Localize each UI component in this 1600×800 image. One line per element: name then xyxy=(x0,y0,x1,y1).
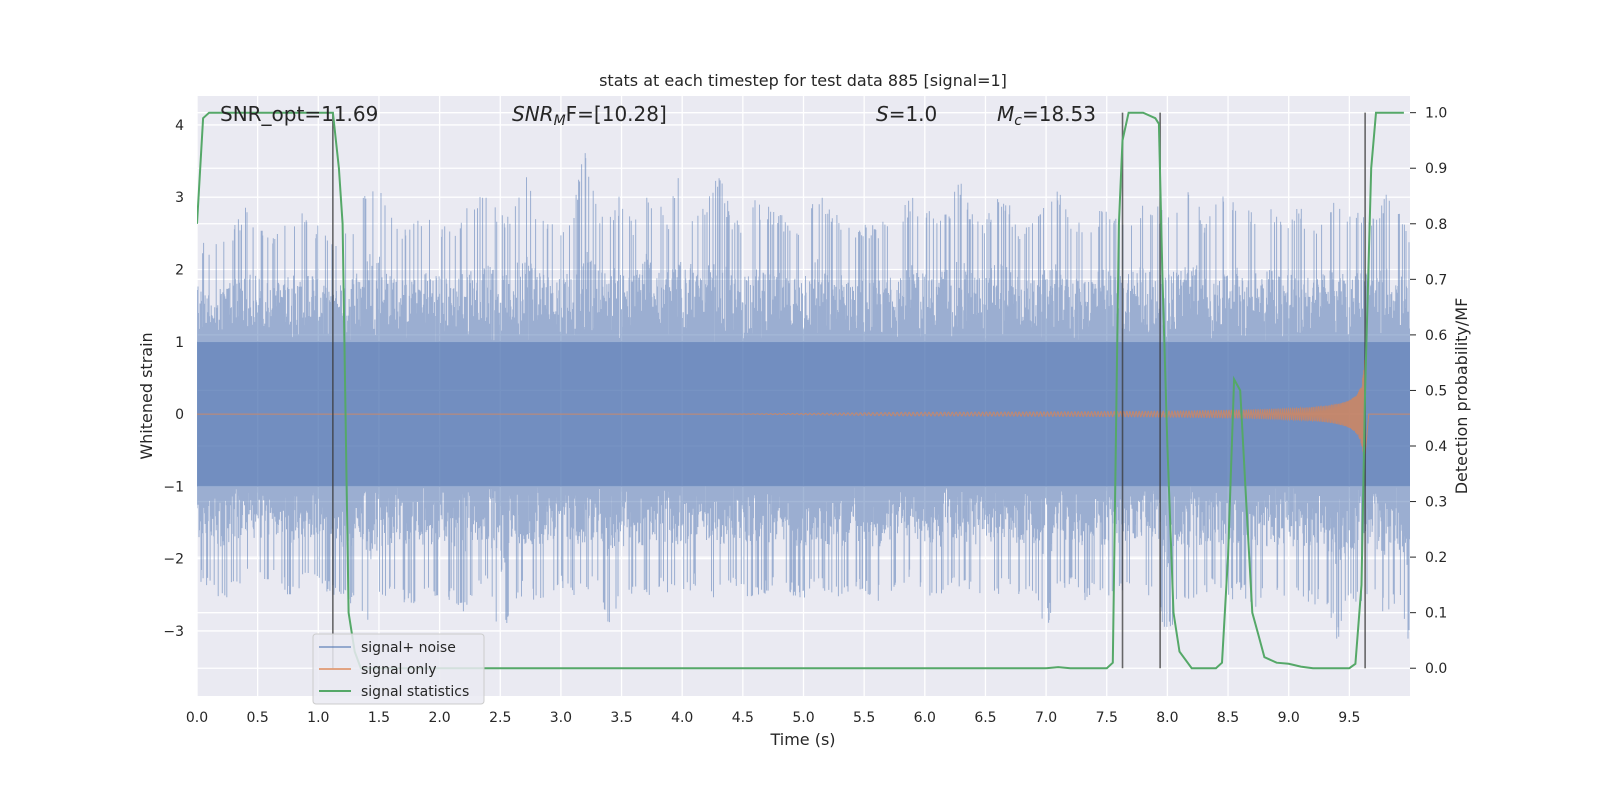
x-tick-label: 2.0 xyxy=(428,710,450,726)
mc-val: =18.53 xyxy=(1022,102,1096,126)
y-tick-label: −2 xyxy=(163,552,184,568)
legend-label-signal: signal only xyxy=(361,662,436,678)
chart-title: stats at each timestep for test data 885… xyxy=(599,71,1007,90)
y2-tick-label: 0.8 xyxy=(1425,217,1447,233)
x-tick-label: 1.5 xyxy=(368,710,390,726)
x-tick-label: 7.0 xyxy=(1035,710,1057,726)
y2-tick-label: 0.3 xyxy=(1425,495,1447,511)
y2-axis-ticks: 1.0 0.9 0.8 0.7 0.6 0.5 0.4 0.3 0.2 0.1 0.0 xyxy=(1410,106,1447,677)
y2-tick-label: 0.5 xyxy=(1425,383,1447,399)
y-tick-label: 2 xyxy=(175,262,184,278)
snr-mf-base: SNR xyxy=(512,102,554,126)
s-val: =1.0 xyxy=(889,102,938,126)
y-tick-label: 0 xyxy=(175,407,184,423)
x-tick-label: 4.0 xyxy=(671,710,693,726)
x-tick-label: 8.0 xyxy=(1156,710,1178,726)
y-axis-label: Whitened strain xyxy=(137,332,156,459)
snr-mf-tail: F=[10.28] xyxy=(566,102,667,126)
s-sym: S xyxy=(876,102,889,126)
y2-tick-label: 0.4 xyxy=(1425,439,1447,455)
y2-tick-label: 0.2 xyxy=(1425,550,1447,566)
x-tick-label: 6.5 xyxy=(974,710,996,726)
series-signal-only xyxy=(197,360,1410,458)
x-tick-label: 0.0 xyxy=(186,710,208,726)
series-signal-statistics xyxy=(197,111,1404,670)
x-tick-label: 3.0 xyxy=(550,710,572,726)
y-tick-label: −1 xyxy=(163,479,184,495)
y2-axis-label: Detection probability/MF xyxy=(1452,298,1471,495)
x-tick-label: 8.5 xyxy=(1217,710,1239,726)
x-tick-label: 9.0 xyxy=(1278,710,1300,726)
signal-trace xyxy=(197,360,1410,458)
y2-tick-label: 1.0 xyxy=(1425,106,1447,122)
y2-tick-label: 0.0 xyxy=(1425,661,1447,677)
y-axis-ticks: 4 3 2 1 0 −1 −2 −3 xyxy=(163,118,184,640)
annotation-snr-mf: SNRMF=[10.28] xyxy=(512,102,667,129)
x-tick-label: 3.5 xyxy=(610,710,632,726)
x-tick-label: 9.5 xyxy=(1338,710,1360,726)
legend-label-stats: signal statistics xyxy=(361,684,469,700)
mc-sym: M xyxy=(997,102,1014,126)
x-tick-label: 5.5 xyxy=(853,710,875,726)
y-tick-label: −3 xyxy=(163,624,184,640)
x-axis-label: Time (s) xyxy=(769,730,835,749)
y2-tick-label: 0.1 xyxy=(1425,606,1447,622)
annotation-s: S=1.0 xyxy=(876,102,937,126)
x-tick-label: 0.5 xyxy=(247,710,269,726)
y-tick-label: 3 xyxy=(175,190,184,206)
legend-box xyxy=(312,633,485,705)
x-tick-label: 2.5 xyxy=(489,710,511,726)
noise-trace xyxy=(197,153,1410,639)
x-axis-ticks: 0.0 0.5 1.0 1.5 2.0 2.5 3.0 3.5 4.0 4.5 5.0 5.5 6.0 6… xyxy=(186,710,1361,726)
mc-sub: c xyxy=(1014,113,1022,129)
x-tick-label: 6.0 xyxy=(914,710,936,726)
y2-tick-label: 0.9 xyxy=(1425,161,1447,177)
y-tick-label: 4 xyxy=(175,118,184,134)
snr-mf-sub: M xyxy=(554,113,566,129)
x-tick-label: 5.0 xyxy=(792,710,814,726)
legend-label-noise: signal+ noise xyxy=(361,640,456,656)
annotation-mc: Mc=18.53 xyxy=(997,102,1096,129)
y2-tick-label: 0.7 xyxy=(1425,272,1447,288)
y2-tick-label: 0.6 xyxy=(1425,328,1447,344)
x-tick-label: 7.5 xyxy=(1096,710,1118,726)
stats-trace xyxy=(197,111,1404,670)
annotation-snr-opt: SNR_opt=11.69 xyxy=(220,102,378,126)
x-tick-label: 1.0 xyxy=(307,710,329,726)
legend: signal+ noise signal only signal statist… xyxy=(312,633,485,705)
y-tick-label: 1 xyxy=(175,335,184,351)
x-tick-label: 4.5 xyxy=(732,710,754,726)
